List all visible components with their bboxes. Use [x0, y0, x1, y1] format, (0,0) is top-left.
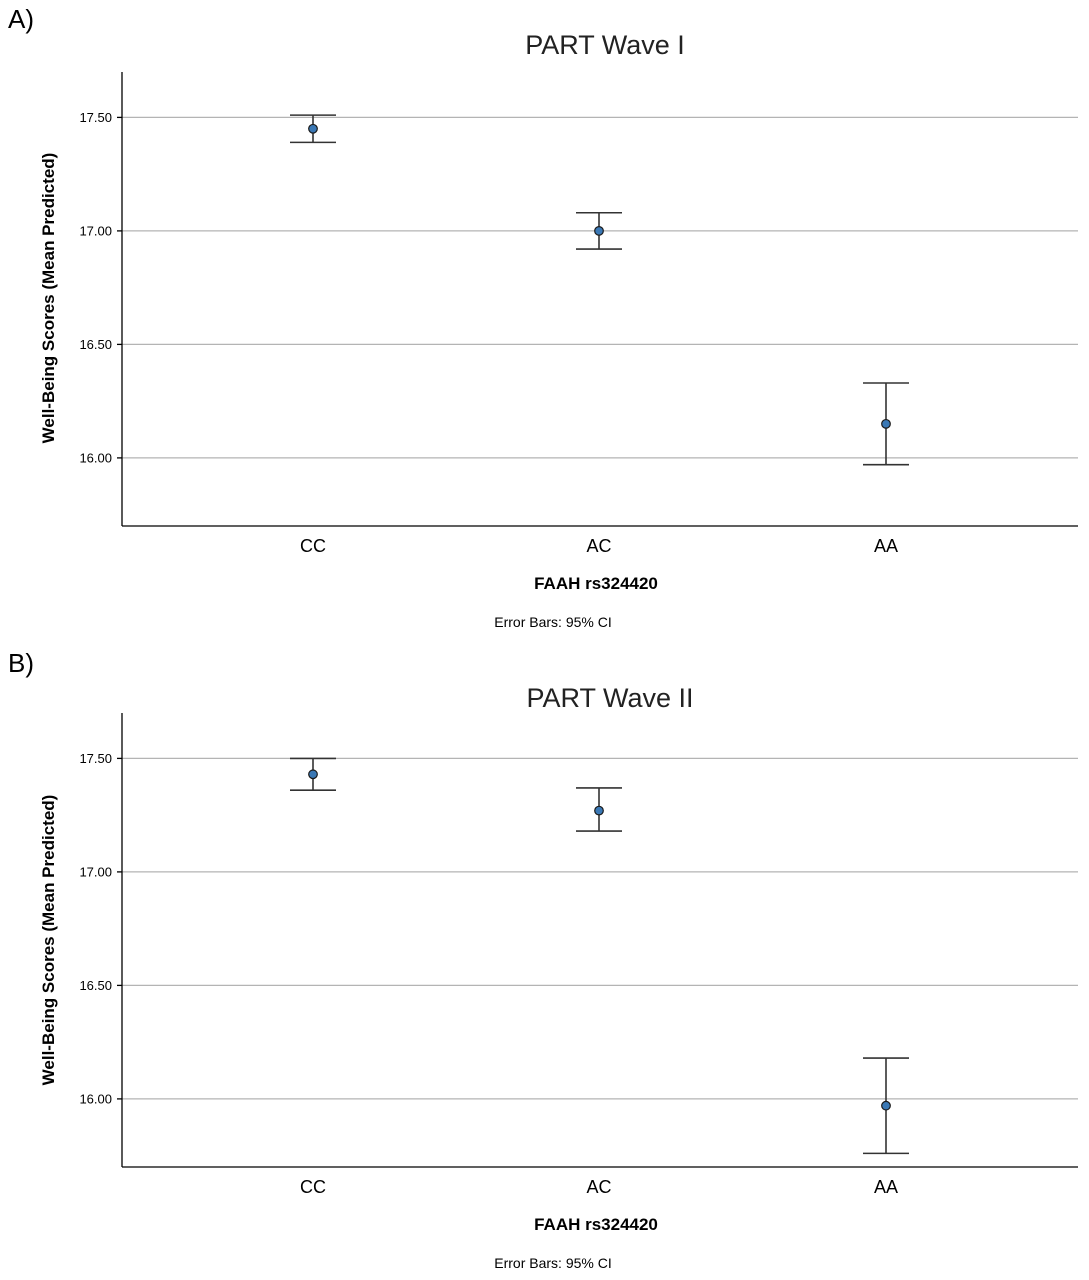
data-point	[881, 1100, 891, 1111]
chart-title: PART Wave II	[526, 683, 693, 713]
data-point	[594, 225, 604, 236]
y-tick-label: 17.00	[79, 223, 112, 238]
y-tick-label: 16.50	[79, 978, 112, 993]
chart-title: PART Wave I	[525, 30, 685, 60]
data-point	[881, 418, 891, 429]
panel-b: B) PART Wave II 16.00 16.50 17.00 17.50 CC A…	[8, 648, 1078, 1271]
x-tick-label: CC	[300, 1177, 326, 1197]
x-axis-label: FAAH rs324420	[534, 1215, 658, 1234]
y-tick-label: 17.00	[79, 864, 112, 879]
data-point	[308, 123, 318, 134]
y-tick-label: 17.50	[79, 751, 112, 766]
x-tick-label: AC	[586, 536, 611, 556]
panel-label: B)	[8, 648, 34, 678]
data-point	[594, 805, 604, 816]
y-tick-label: 16.50	[79, 337, 112, 352]
x-tick-label: AA	[874, 536, 898, 556]
x-tick-label: CC	[300, 536, 326, 556]
data-point	[308, 769, 318, 780]
y-tick-label: 17.50	[79, 110, 112, 125]
x-tick-label: AA	[874, 1177, 898, 1197]
x-axis-label: FAAH rs324420	[534, 574, 658, 593]
x-tick-label: AC	[586, 1177, 611, 1197]
y-tick-label: 16.00	[79, 450, 112, 465]
panel-label: A)	[8, 4, 34, 34]
y-tick-label: 16.00	[79, 1091, 112, 1106]
error-bar-note: Error Bars: 95% CI	[494, 614, 611, 630]
panel-a: A) PART Wave I 16.00 16.50 17.00 17.50 CC AC…	[8, 4, 1078, 630]
error-bar-note: Error Bars: 95% CI	[494, 1255, 611, 1271]
y-axis-label: Well-Being Scores (Mean Predicted)	[39, 153, 58, 444]
y-axis-label: Well-Being Scores (Mean Predicted)	[39, 795, 58, 1086]
